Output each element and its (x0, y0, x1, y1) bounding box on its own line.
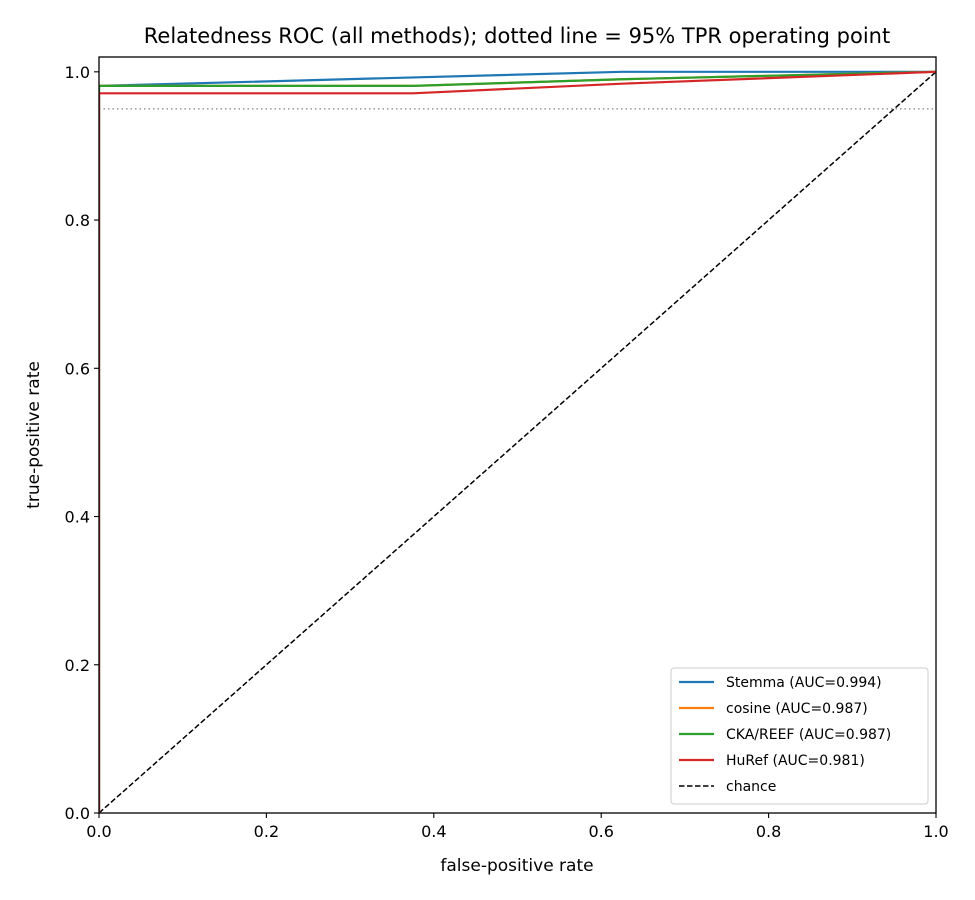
legend: Stemma (AUC=0.994) cosine (AUC=0.987) CKA/… (670, 667, 929, 805)
legend-label: CKA/REEF (AUC=0.987) (726, 727, 891, 743)
legend-label: Stemma (AUC=0.994) (726, 675, 882, 691)
legend-label: HuRef (AUC=0.981) (726, 753, 865, 769)
y-tick-label: 0.2 (65, 656, 90, 675)
y-tick-label: 0.8 (65, 211, 90, 230)
y-tick-label: 1.0 (65, 63, 90, 82)
series-line-huref (99, 70, 936, 813)
axes-frame (98, 56, 937, 814)
y-tick-label: 0.0 (65, 804, 90, 823)
axes: 0.0 0.2 0.4 0.6 0.8 1.0 0.0 0.2 0.4 0.6 0.8 1.0 (65, 56, 949, 841)
series-line-cka-reef (99, 70, 936, 813)
series-line-chance (99, 71, 936, 813)
plot-area (99, 70, 936, 813)
y-axis-label: true-positive rate (24, 361, 44, 509)
x-tick-label: 0.6 (588, 822, 613, 841)
y-tick-label: 0.4 (65, 508, 90, 527)
series-group (99, 70, 936, 813)
x-tick-label: 0.8 (756, 822, 781, 841)
x-tick-label: 1.0 (923, 822, 948, 841)
x-tick-label: 0.0 (86, 822, 111, 841)
chart-title: Relatedness ROC (all methods); dotted li… (144, 24, 890, 48)
series-line-stemma (99, 70, 936, 813)
x-tick-label: 0.2 (254, 822, 279, 841)
y-tick-label: 0.6 (65, 359, 90, 378)
legend-label: chance (726, 779, 776, 795)
legend-label: cosine (AUC=0.987) (726, 701, 868, 717)
x-axis-label: false-positive rate (440, 856, 593, 876)
x-tick-label: 0.4 (421, 822, 446, 841)
legend-box (670, 667, 929, 805)
